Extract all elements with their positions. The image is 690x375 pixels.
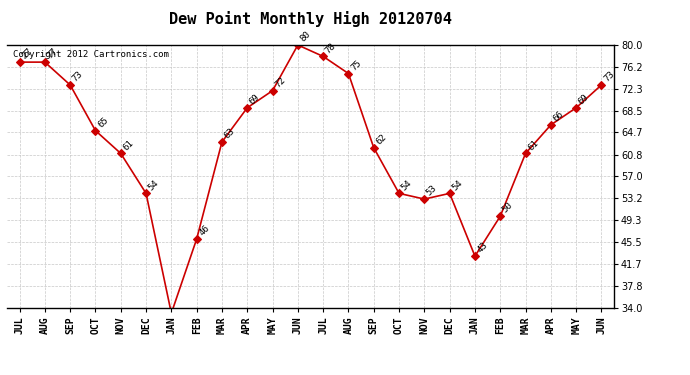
Text: 54: 54 [451,178,464,192]
Text: 50: 50 [501,201,515,215]
Text: Copyright 2012 Cartronics.com: Copyright 2012 Cartronics.com [13,50,169,59]
Text: 53: 53 [425,184,439,198]
Text: 69: 69 [248,93,262,106]
Text: 65: 65 [96,115,110,129]
Text: 54: 54 [400,178,413,192]
Text: 61: 61 [526,138,540,152]
Text: 63: 63 [223,127,237,141]
Text: 80: 80 [299,30,313,44]
Text: 62: 62 [375,132,388,146]
Text: 77: 77 [20,47,34,61]
Text: 61: 61 [121,138,135,152]
Text: 77: 77 [46,47,59,61]
Text: Dew Point Monthly High 20120704: Dew Point Monthly High 20120704 [169,11,452,27]
Text: 33: 33 [0,374,1,375]
Text: 46: 46 [197,224,211,238]
Text: 43: 43 [475,241,489,255]
Text: 73: 73 [602,70,616,84]
Text: 72: 72 [273,75,287,89]
Text: 66: 66 [551,110,565,123]
Text: 73: 73 [71,70,85,84]
Text: 54: 54 [147,178,161,192]
Text: 75: 75 [349,58,363,72]
Text: 78: 78 [324,41,337,55]
Text: 69: 69 [577,93,591,106]
